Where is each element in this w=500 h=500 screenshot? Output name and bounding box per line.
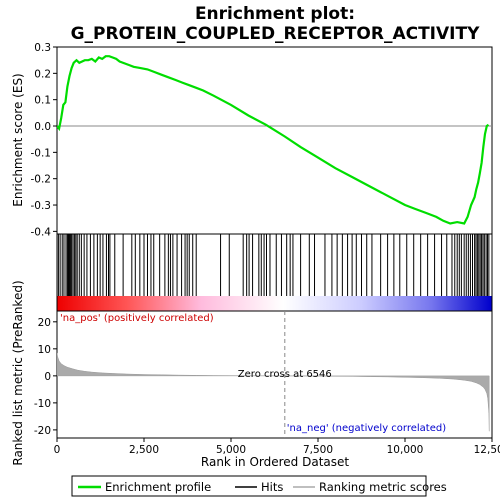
x-tick-label: 2,500 [129, 444, 159, 456]
es-y-tick-label: 0.2 [34, 68, 51, 80]
legend-profile-label: Enrichment profile [105, 480, 211, 494]
x-tick-label: 7,500 [303, 444, 333, 456]
legend-hits-label: Hits [261, 480, 283, 494]
metric-y-axis-title: Ranked list metric (PreRanked) [11, 280, 25, 465]
metric-y-tick-label: 20 [38, 317, 51, 329]
hits-marks [57, 234, 490, 296]
legend: Enrichment profile Hits Ranking metric s… [71, 475, 447, 497]
es-y-tick-label: 0.1 [34, 95, 51, 107]
es-y-axis: -0.4 -0.3 -0.2 -0.1 0.0 0.1 0.2 0.3 [31, 42, 57, 238]
chart-title-line-1: Enrichment plot: [195, 4, 355, 24]
negative-correlation-label: 'na_neg' (negatively correlated) [287, 423, 446, 434]
metric-x-axis: 0 2,500 5,000 7,500 10,000 12,500 [54, 438, 500, 456]
metric-y-axis: -20 -10 0 10 20 [34, 317, 57, 437]
x-tick-label: 0 [54, 444, 61, 456]
metric-y-tick-label: 0 [44, 371, 51, 383]
zero-cross-label: Zero cross at 6546 [238, 369, 332, 380]
x-tick-label: 12,500 [474, 444, 500, 456]
es-y-tick-label: 0.3 [34, 42, 51, 54]
es-y-tick-label: -0.1 [31, 147, 52, 159]
enrichment-profile-line [57, 55, 490, 225]
metric-y-tick-label: -10 [34, 398, 51, 410]
es-panel-frame [56, 46, 493, 235]
metric-y-tick-label: 10 [38, 344, 51, 356]
es-y-axis-title: Enrichment score (ES) [11, 73, 25, 206]
legend-frame [71, 475, 427, 497]
positive-correlation-label: 'na_pos' (positively correlated) [60, 313, 214, 324]
es-y-tick-label: 0.0 [34, 121, 51, 133]
x-tick-label: 10,000 [387, 444, 424, 456]
es-y-tick-label: -0.3 [31, 200, 52, 212]
legend-metric-label: Ranking metric scores [319, 480, 447, 494]
es-y-tick-label: -0.2 [31, 174, 52, 186]
es-y-tick-label: -0.4 [31, 226, 52, 238]
chart-title-line-2: G_PROTEIN_COUPLED_RECEPTOR_ACTIVITY [71, 24, 480, 44]
metric-y-tick-label: -20 [34, 425, 51, 437]
x-tick-label: 5,000 [216, 444, 246, 456]
rank-color-bar [57, 296, 492, 311]
x-axis-title: Rank in Ordered Dataset [201, 455, 349, 469]
